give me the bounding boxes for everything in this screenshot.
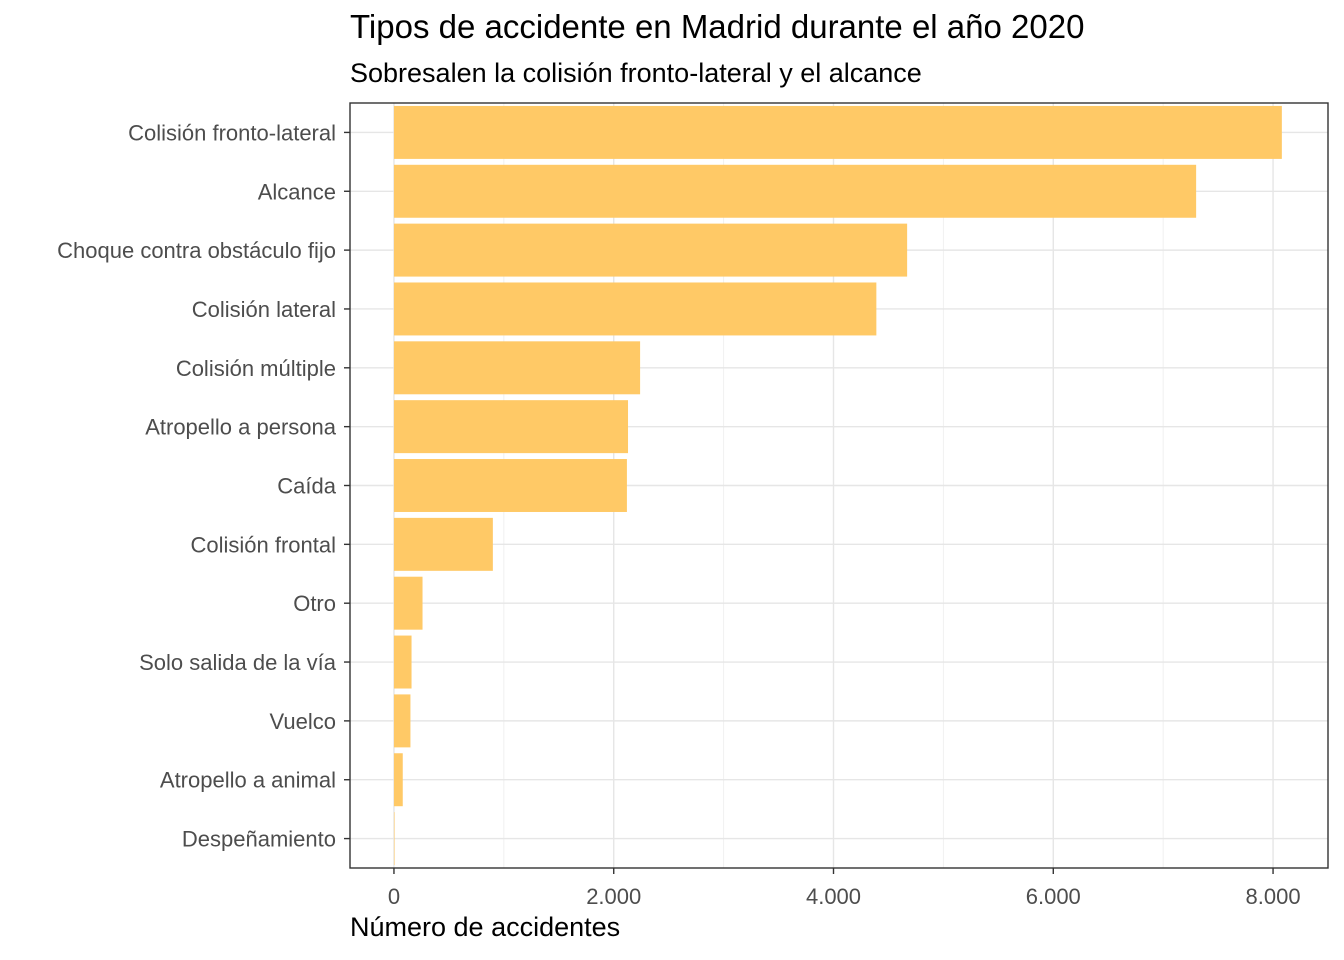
chart-title: Tipos de accidente en Madrid durante el … [350, 8, 1085, 45]
bar-2 [393, 223, 908, 277]
x-tick-label: 0 [388, 884, 400, 909]
y-tick-label: Caída [277, 474, 336, 499]
y-tick-label: Atropello a persona [145, 415, 337, 440]
bar-9 [393, 635, 412, 689]
y-tick-label: Colisión múltiple [176, 356, 336, 381]
y-tick-label: Colisión frontal [190, 532, 336, 557]
chart-subtitle: Sobresalen la colisión fronto-lateral y … [350, 58, 922, 88]
bar-5 [393, 400, 629, 454]
x-tick-label: 6.000 [1026, 884, 1081, 909]
bar-0 [393, 105, 1282, 159]
y-tick-label: Alcance [258, 179, 336, 204]
x-tick-label: 8.000 [1246, 884, 1301, 909]
bar-8 [393, 576, 423, 630]
y-tick-label: Colisión lateral [192, 297, 336, 322]
bar-6 [393, 459, 627, 512]
bar-7 [393, 517, 493, 571]
y-tick-label: Vuelco [270, 709, 336, 734]
y-tick-label: Colisión fronto-lateral [128, 120, 336, 145]
x-tick-label: 2.000 [586, 884, 641, 909]
y-tick-label: Atropello a animal [160, 768, 336, 793]
y-tick-label: Choque contra obstáculo fijo [57, 238, 336, 263]
bar-3 [393, 282, 877, 336]
y-tick-label: Solo salida de la vía [139, 650, 337, 675]
y-tick-label: Despeñamiento [182, 827, 336, 852]
y-tick-label: Otro [293, 591, 336, 616]
x-axis-label: Número de accidentes [350, 912, 621, 942]
bar-12 [393, 812, 395, 866]
bar-11 [393, 753, 403, 807]
bar-4 [393, 341, 641, 395]
bar-1 [393, 164, 1197, 218]
x-tick-label: 4.000 [806, 884, 861, 909]
bar-10 [393, 694, 411, 748]
